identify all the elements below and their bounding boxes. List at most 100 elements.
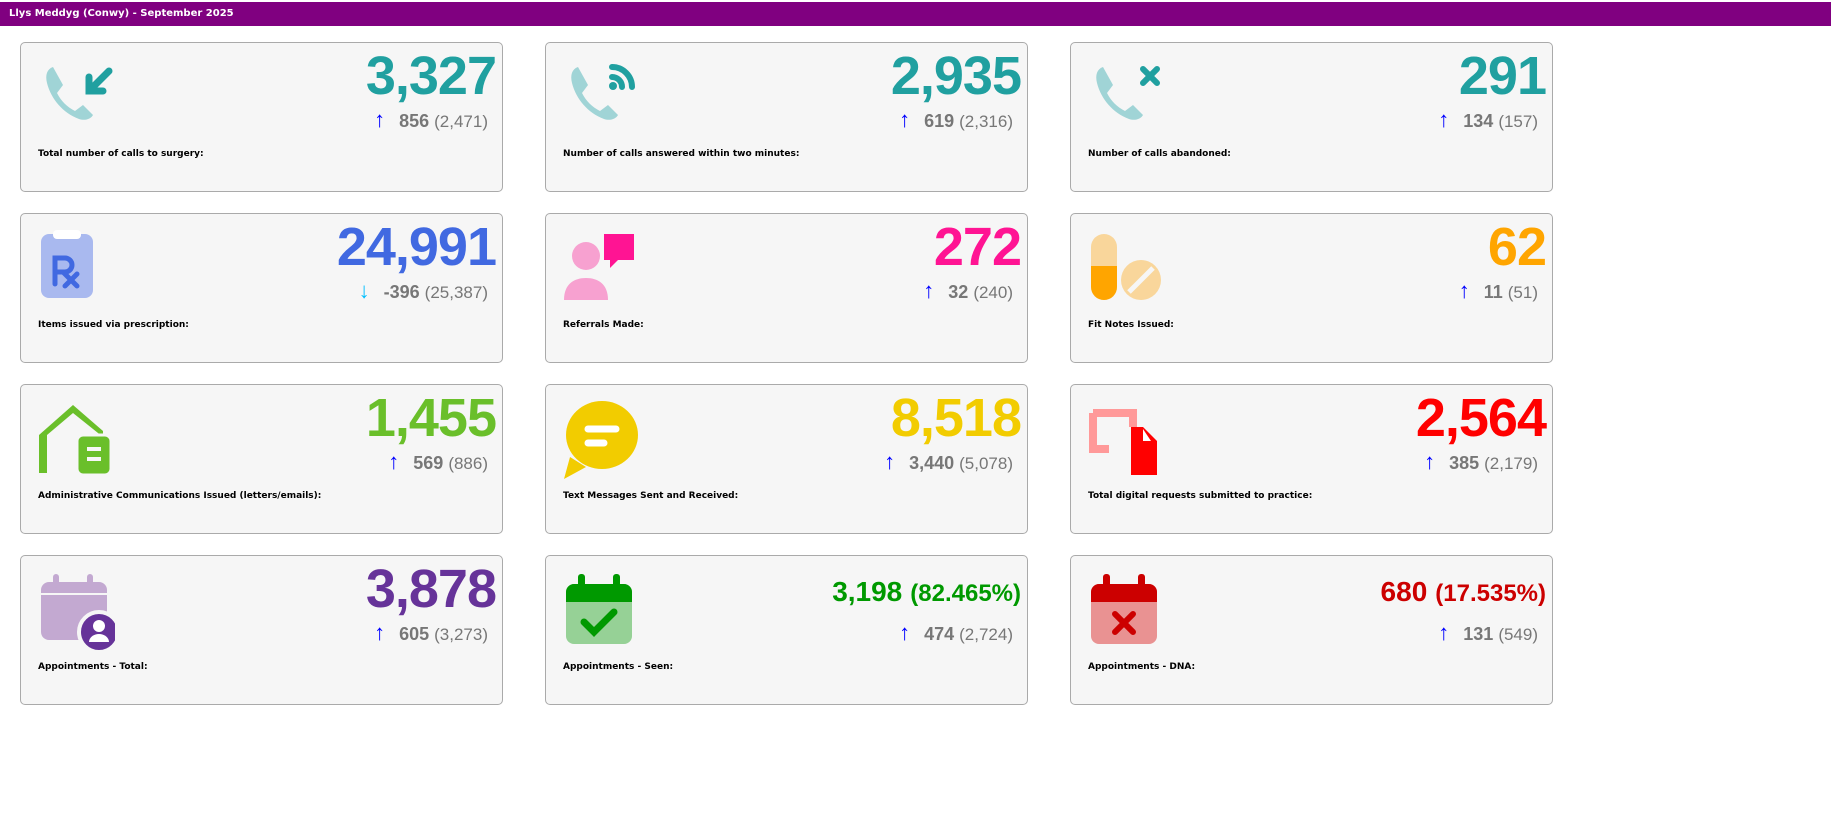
- kpi-number: 1,455: [365, 388, 497, 448]
- kpi-percent: (17.535%): [1435, 580, 1546, 607]
- message-icon: [564, 401, 638, 479]
- kpi-change: ↑ 856 (2,471): [374, 107, 488, 133]
- kpi-label: Appointments - Total:: [38, 662, 148, 672]
- kpi-card: 272 ↑ 32 (240) Referrals Made:: [545, 213, 1028, 363]
- change-value: 134: [1463, 111, 1494, 131]
- kpi-number: 62: [1487, 217, 1547, 277]
- change-value: 856: [399, 111, 430, 131]
- change-value: 619: [924, 111, 955, 131]
- previous-value: (2,179): [1484, 454, 1538, 473]
- kpi-change: ↓ -396 (25,387): [359, 278, 488, 304]
- kpi-change: ↑ 605 (3,273): [374, 620, 488, 646]
- kpi-label: Fit Notes Issued:: [1088, 320, 1174, 330]
- arrow-up-icon: ↑: [884, 449, 896, 474]
- kpi-card: 24,991 ↓ -396 (25,387) Items issued via p…: [20, 213, 503, 363]
- arrow-down-icon: ↓: [358, 278, 370, 303]
- kpi-number: 3,878: [365, 559, 497, 619]
- previous-value: (2,316): [959, 112, 1013, 131]
- kpi-card: 8,518 ↑ 3,440 (5,078) Text Messages Sent …: [545, 384, 1028, 534]
- kpi-number: 2,564: [1415, 388, 1547, 448]
- kpi-value: 24,991: [336, 216, 497, 278]
- arrow-up-icon: ↑: [1438, 107, 1450, 132]
- change-value: 474: [924, 624, 955, 644]
- kpi-value: 3,198 (82.465%): [832, 576, 1021, 608]
- calendar-x-icon: [1091, 574, 1157, 644]
- kpi-change: ↑ 3,440 (5,078): [884, 449, 1013, 475]
- calendar-check-icon: [566, 574, 632, 644]
- kpi-change: ↑ 134 (157): [1438, 107, 1538, 133]
- change-value: 385: [1449, 453, 1480, 473]
- kpi-number: 272: [933, 217, 1022, 277]
- previous-value: (5,078): [959, 454, 1013, 473]
- previous-value: (51): [1507, 283, 1538, 302]
- kpi-number: 291: [1458, 46, 1547, 106]
- kpi-value: 1,455: [365, 387, 497, 449]
- change-value: 3,440: [909, 453, 955, 473]
- arrow-up-icon: ↑: [1424, 449, 1436, 474]
- arrow-up-icon: ↑: [1458, 278, 1470, 303]
- kpi-change: ↑ 474 (2,724): [899, 620, 1013, 646]
- kpi-value: 2,564: [1415, 387, 1547, 449]
- kpi-label: Total digital requests submitted to prac…: [1088, 491, 1313, 501]
- kpi-card: 3,198 (82.465%) ↑ 474 (2,724) Appointments…: [545, 555, 1028, 705]
- kpi-value: 680 (17.535%): [1381, 576, 1546, 608]
- previous-value: (240): [973, 283, 1013, 302]
- kpi-value: 8,518: [890, 387, 1022, 449]
- kpi-label: Appointments - DNA:: [1088, 662, 1196, 672]
- pills-icon: [1091, 234, 1161, 300]
- kpi-change: ↑ 619 (2,316): [899, 107, 1013, 133]
- previous-value: (3,273): [434, 625, 488, 644]
- phone-answered-icon: [571, 64, 635, 120]
- house-letter-icon: [39, 405, 113, 477]
- arrow-up-icon: ↑: [899, 620, 911, 645]
- kpi-card: 2,564 ↑ 385 (2,179) Total digital request…: [1070, 384, 1553, 534]
- previous-value: (2,471): [434, 112, 488, 131]
- prescription-icon: [41, 230, 93, 298]
- kpi-label: Text Messages Sent and Received:: [563, 491, 739, 501]
- digital-request-icon: [1089, 409, 1157, 475]
- change-value: 605: [399, 624, 430, 644]
- previous-value: (886): [448, 454, 488, 473]
- kpi-change: ↑ 11 (51): [1459, 278, 1538, 304]
- kpi-value: 3,327: [365, 45, 497, 107]
- previous-value: (2,724): [959, 625, 1013, 644]
- change-value: -396: [383, 282, 420, 302]
- arrow-up-icon: ↑: [923, 278, 935, 303]
- kpi-card: 680 (17.535%) ↑ 131 (549) Appointments - D…: [1070, 555, 1553, 705]
- kpi-label: Referrals Made:: [563, 320, 644, 330]
- kpi-number: 3,327: [365, 46, 497, 106]
- arrow-up-icon: ↑: [899, 107, 911, 132]
- phone-incoming-icon: [46, 67, 113, 120]
- kpi-number: 8,518: [890, 388, 1022, 448]
- kpi-label: Total number of calls to surgery:: [38, 149, 204, 159]
- kpi-change: ↑ 569 (886): [388, 449, 488, 475]
- kpi-label: Appointments - Seen:: [563, 662, 674, 672]
- kpi-number: 3,198: [832, 576, 903, 607]
- kpi-value: 291: [1458, 45, 1547, 107]
- arrow-up-icon: ↑: [374, 107, 386, 132]
- change-value: 569: [413, 453, 444, 473]
- kpi-change: ↑ 385 (2,179): [1424, 449, 1538, 475]
- change-value: 32: [948, 282, 969, 302]
- kpi-value: 2,935: [890, 45, 1022, 107]
- arrow-up-icon: ↑: [388, 449, 400, 474]
- kpi-value: 3,878: [365, 558, 497, 620]
- kpi-value: 62: [1487, 216, 1547, 278]
- kpi-number: 24,991: [336, 217, 497, 277]
- change-value: 131: [1463, 624, 1494, 644]
- kpi-number: 680: [1380, 576, 1428, 607]
- kpi-card: 3,327 ↑ 856 (2,471) Total number of calls…: [20, 42, 503, 192]
- kpi-label: Administrative Communications Issued (le…: [38, 491, 322, 501]
- kpi-number: 2,935: [890, 46, 1022, 106]
- kpi-label: Items issued via prescription:: [38, 320, 189, 330]
- arrow-up-icon: ↑: [374, 620, 386, 645]
- kpi-card: 291 ↑ 134 (157) Number of calls abandoned…: [1070, 42, 1553, 192]
- kpi-label: Number of calls answered within two minu…: [563, 149, 800, 159]
- previous-value: (25,387): [424, 283, 488, 302]
- previous-value: (549): [1498, 625, 1538, 644]
- arrow-up-icon: ↑: [1438, 620, 1450, 645]
- kpi-value: 272: [933, 216, 1022, 278]
- referral-icon: [564, 234, 634, 300]
- kpi-label: Number of calls abandoned:: [1088, 149, 1231, 159]
- previous-value: (157): [1498, 112, 1538, 131]
